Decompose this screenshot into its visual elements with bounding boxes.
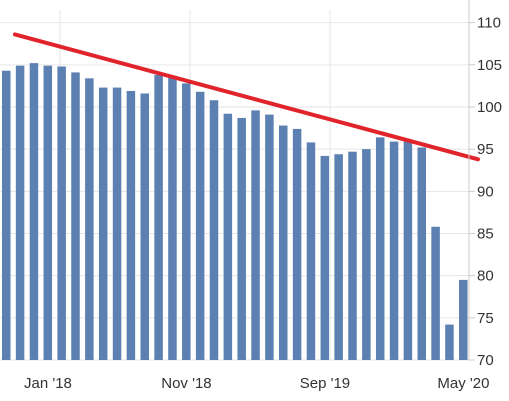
bar (459, 279, 468, 360)
bar (43, 65, 53, 360)
bar (306, 142, 316, 360)
bar (98, 87, 108, 360)
bar (126, 90, 136, 360)
bar (237, 117, 246, 360)
bar (403, 141, 413, 360)
bar (320, 155, 330, 360)
y-tick-label: 110 (477, 15, 501, 32)
y-tick-label: 80 (477, 268, 494, 285)
bar (15, 65, 25, 360)
bars (2, 63, 468, 361)
trendline (13, 32, 480, 162)
y-tick-label: 105 (477, 57, 502, 74)
bar (375, 137, 385, 360)
y-tick-label: 75 (477, 310, 494, 327)
bar (168, 75, 177, 360)
bar (223, 113, 233, 360)
bar (445, 324, 454, 360)
y-tick-label: 85 (477, 225, 494, 242)
bar (251, 110, 260, 360)
bar (85, 78, 94, 360)
bar (140, 93, 149, 361)
y-tick-label: 100 (477, 99, 502, 116)
bar (362, 149, 371, 360)
bar (292, 128, 302, 360)
y-tick-label: 70 (477, 352, 494, 369)
bar (57, 66, 66, 360)
bar (2, 70, 11, 360)
x-tick-label: Sep '19 (300, 375, 350, 392)
bar (389, 141, 399, 360)
bar (29, 63, 39, 360)
gridlines (0, 10, 470, 361)
x-tick-label: Nov '18 (161, 375, 211, 392)
bar (348, 151, 357, 360)
bar (154, 74, 163, 360)
trendline-layer (13, 32, 480, 162)
x-axis-labels: Jan '18 Nov '18 Sep '19 May '20 (24, 375, 489, 392)
bar (279, 125, 288, 360)
y-tick-label: 90 (477, 183, 494, 200)
bar (431, 226, 440, 360)
y-tick-label: 95 (477, 141, 494, 158)
bar (334, 154, 343, 360)
bar (417, 147, 426, 360)
bar (209, 100, 219, 360)
bar (112, 87, 122, 360)
bar (182, 83, 191, 360)
x-tick-label: May '20 (437, 375, 489, 392)
x-tick-label: Jan '18 (24, 375, 72, 392)
bar (265, 114, 274, 361)
bar (195, 91, 205, 361)
bar (71, 72, 80, 360)
y-axis: 110 105 100 95 90 85 80 75 70 (468, 0, 502, 369)
